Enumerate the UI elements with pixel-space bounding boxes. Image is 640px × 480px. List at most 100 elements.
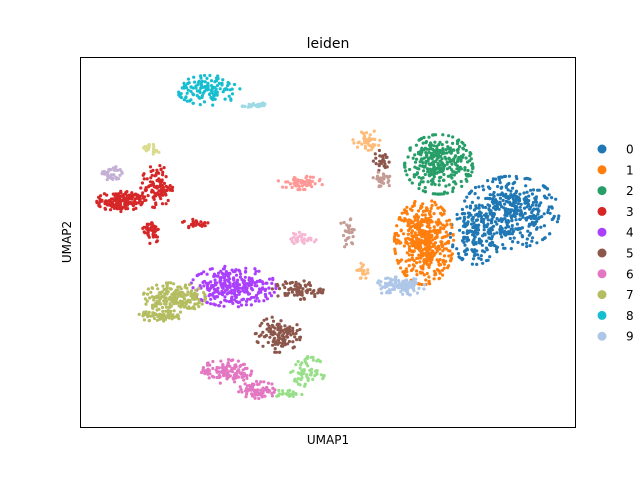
data-point bbox=[432, 175, 436, 179]
data-point bbox=[307, 179, 312, 183]
data-point bbox=[405, 205, 409, 209]
data-point bbox=[194, 288, 198, 292]
data-point bbox=[425, 271, 429, 276]
data-point bbox=[221, 363, 225, 367]
data-point bbox=[279, 344, 284, 348]
data-point bbox=[516, 227, 520, 232]
data-point bbox=[146, 292, 150, 296]
data-point bbox=[178, 285, 182, 289]
data-point bbox=[474, 241, 478, 245]
data-point bbox=[270, 382, 274, 386]
data-point bbox=[247, 387, 251, 391]
data-point bbox=[152, 197, 156, 201]
data-point bbox=[125, 197, 129, 201]
data-point bbox=[178, 310, 183, 314]
data-point bbox=[490, 200, 494, 204]
data-point bbox=[464, 177, 468, 181]
data-point bbox=[535, 219, 539, 223]
data-point bbox=[181, 220, 185, 224]
data-point bbox=[260, 393, 264, 397]
data-point bbox=[178, 291, 182, 295]
data-point bbox=[124, 191, 128, 195]
data-point bbox=[255, 103, 259, 107]
data-point bbox=[304, 284, 308, 288]
data-point bbox=[442, 151, 446, 155]
data-point bbox=[510, 224, 514, 228]
data-point bbox=[215, 375, 219, 380]
data-point bbox=[415, 291, 420, 295]
data-point bbox=[166, 198, 170, 203]
data-point bbox=[123, 204, 128, 208]
data-point bbox=[292, 345, 296, 349]
data-point bbox=[417, 253, 421, 257]
data-point bbox=[213, 89, 217, 94]
data-point bbox=[470, 170, 474, 174]
data-point bbox=[285, 327, 289, 331]
data-point bbox=[152, 194, 156, 199]
data-point bbox=[530, 210, 534, 215]
data-point bbox=[392, 237, 397, 242]
data-point bbox=[135, 195, 139, 199]
data-point bbox=[212, 375, 216, 379]
data-point bbox=[284, 185, 288, 189]
data-point bbox=[159, 179, 163, 183]
data-point bbox=[292, 235, 296, 239]
data-point bbox=[440, 157, 444, 161]
data-point bbox=[438, 271, 442, 275]
data-point bbox=[405, 173, 409, 177]
data-point bbox=[164, 287, 168, 291]
data-point bbox=[406, 155, 410, 159]
data-point bbox=[148, 180, 153, 184]
data-point bbox=[522, 191, 526, 195]
data-point bbox=[497, 207, 501, 211]
data-point bbox=[471, 257, 476, 261]
data-point bbox=[423, 213, 427, 217]
data-point bbox=[536, 212, 540, 216]
data-point bbox=[201, 91, 205, 95]
data-point bbox=[513, 180, 517, 184]
data-point bbox=[305, 239, 309, 243]
data-point bbox=[217, 373, 221, 377]
data-point bbox=[245, 384, 249, 388]
data-point bbox=[418, 245, 422, 249]
data-point bbox=[175, 291, 179, 296]
data-point bbox=[300, 184, 304, 188]
data-point bbox=[412, 203, 416, 208]
data-point bbox=[245, 299, 249, 303]
data-point bbox=[262, 103, 266, 107]
data-point bbox=[380, 180, 384, 184]
data-point bbox=[270, 394, 274, 398]
data-point bbox=[237, 283, 242, 287]
data-point bbox=[163, 292, 167, 297]
data-point bbox=[223, 373, 227, 377]
data-point bbox=[491, 177, 495, 181]
data-point bbox=[416, 227, 420, 231]
data-point bbox=[442, 262, 446, 266]
data-point bbox=[467, 211, 472, 215]
data-point bbox=[514, 198, 518, 203]
data-point bbox=[188, 300, 192, 304]
data-point bbox=[472, 242, 476, 246]
data-point bbox=[152, 205, 156, 210]
data-point bbox=[469, 152, 473, 156]
data-point bbox=[433, 140, 437, 144]
data-point bbox=[110, 205, 114, 209]
data-point bbox=[419, 206, 423, 210]
data-point bbox=[302, 187, 306, 192]
data-point bbox=[460, 256, 464, 261]
data-point bbox=[111, 166, 115, 170]
data-point bbox=[527, 224, 531, 228]
data-point bbox=[115, 207, 119, 211]
data-point bbox=[517, 196, 521, 200]
data-point bbox=[374, 162, 378, 166]
data-point bbox=[480, 217, 484, 221]
data-point bbox=[414, 277, 418, 281]
data-point bbox=[417, 175, 421, 179]
data-point bbox=[418, 164, 422, 168]
data-point bbox=[456, 252, 461, 256]
data-point bbox=[165, 299, 169, 303]
legend-marker bbox=[597, 290, 607, 300]
data-point bbox=[555, 220, 560, 224]
data-point bbox=[293, 176, 297, 180]
cluster-11-points bbox=[275, 355, 326, 398]
